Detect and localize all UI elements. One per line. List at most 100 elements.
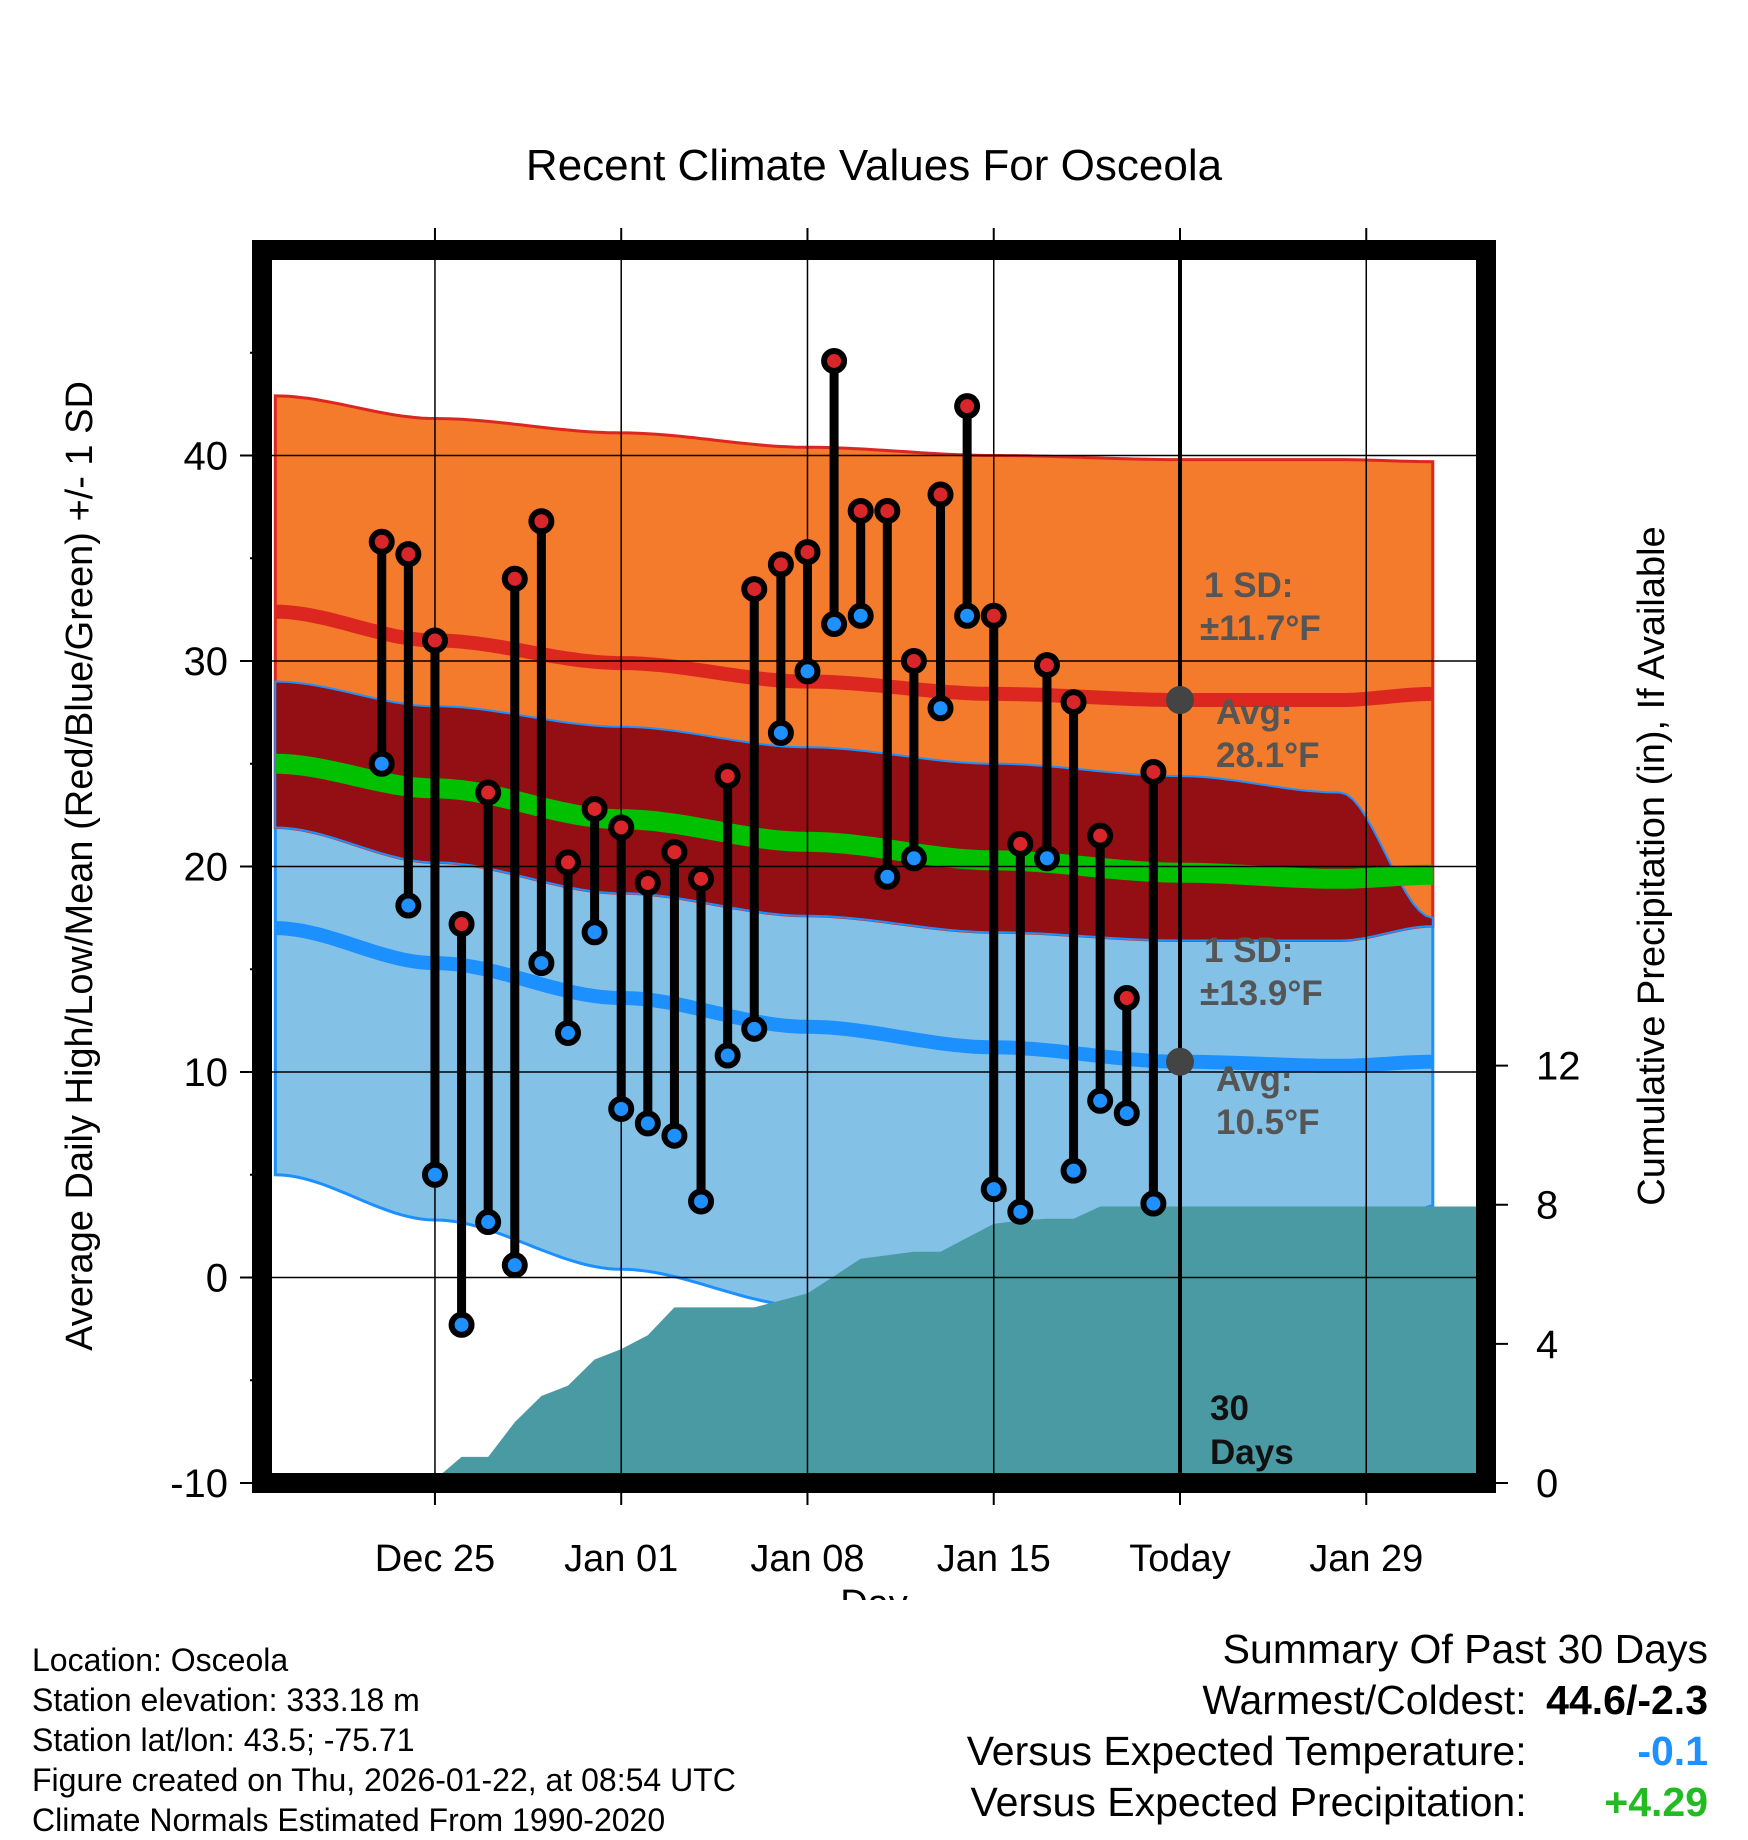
observed-high-point: [821, 347, 848, 374]
summary-precipitation: Versus Expected Precipitation: +4.29: [967, 1777, 1709, 1828]
high-avg-value: 28.1°F: [1216, 736, 1320, 775]
observed-high-point: [581, 795, 608, 822]
observed-high-point: [555, 849, 581, 876]
observed-low-point: [448, 1311, 475, 1338]
y-tick-label: -10: [170, 1462, 228, 1506]
summary-warm-cold: Warmest/Coldest: 44.6/-2.3: [967, 1675, 1708, 1726]
y-tick-label: 30: [184, 640, 229, 684]
observed-high-point: [874, 497, 901, 524]
station-location: Location: Osceola: [32, 1642, 289, 1678]
observed-high-point: [741, 576, 768, 603]
observed-low-point: [927, 695, 954, 722]
observed-high-point: [767, 551, 794, 578]
low-sd-value: ±13.9°F: [1200, 974, 1323, 1013]
observed-high-point: [980, 602, 1007, 629]
observed-low-point: [767, 719, 794, 746]
observed-low-point: [368, 750, 395, 777]
observed-high-point: [501, 565, 528, 592]
today-low-normal-marker: [1166, 1047, 1194, 1076]
y-tick-label: 0: [206, 1257, 228, 1301]
temp-value: -0.1: [1637, 1728, 1708, 1774]
figure-created: Figure created on Thu, 2026-01-22, at 08…: [32, 1762, 736, 1798]
observed-low-point: [1033, 845, 1060, 872]
observed-low-point: [581, 919, 608, 946]
plot-area: [262, 250, 1486, 1483]
summary-panel: Summary Of Past 30 Days Warmest/Coldest:…: [967, 1624, 1708, 1828]
observed-low-point: [821, 611, 848, 638]
y2-tick-label: 0: [1536, 1462, 1558, 1506]
y2-tick-label: 12: [1536, 1045, 1581, 1089]
observed-high-point: [661, 839, 688, 866]
precip-value: +4.29: [1604, 1779, 1708, 1825]
y2-axis-label: Cumulative Precipitation (in), If Availa…: [1631, 526, 1673, 1205]
observed-high-point: [954, 393, 981, 420]
observed-low-point: [1113, 1100, 1140, 1127]
observed-high-point: [634, 869, 661, 896]
window-label-number: 30: [1210, 1389, 1249, 1428]
x-tick-label: Jan 15: [937, 1538, 1051, 1580]
annotations: 1 SD: ±11.7°F Avg: 28.1°F 1 SD: ±13.9°F …: [1200, 566, 1323, 1472]
observed-low-point: [501, 1252, 528, 1279]
high-normal-line: [275, 604, 1433, 707]
observed-high-point: [475, 779, 502, 806]
low-sd-label: 1 SD:: [1204, 931, 1293, 970]
observed-high-point: [421, 627, 448, 654]
observed-low-point: [980, 1176, 1007, 1203]
observed-high-point: [1033, 652, 1060, 679]
observed-high-point: [1113, 985, 1140, 1012]
x-tick-label: Jan 29: [1309, 1538, 1423, 1580]
observed-low-point: [741, 1015, 768, 1042]
observed-low-point: [608, 1095, 635, 1122]
low-avg-value: 10.5°F: [1216, 1103, 1320, 1142]
y2-tick-label: 8: [1536, 1184, 1558, 1228]
observed-high-point: [714, 763, 741, 790]
y-tick-label: 10: [184, 1051, 229, 1095]
observed-high-point: [368, 528, 395, 555]
observed-high-point: [688, 865, 715, 892]
observed-high-point: [1060, 689, 1087, 716]
observed-low-point: [688, 1188, 715, 1215]
warm-cold-label: Warmest/Coldest:: [1202, 1677, 1527, 1723]
low-normal-line: [275, 921, 1433, 1073]
observed-high-point: [847, 497, 874, 524]
observed-low-point: [661, 1122, 688, 1149]
high-sd-label: 1 SD:: [1204, 566, 1293, 605]
observed-high-point: [528, 508, 555, 535]
observed-low-point: [874, 863, 901, 890]
station-info: Location: Osceola Station elevation: 333…: [32, 1640, 736, 1840]
summary-temperature: Versus Expected Temperature: -0.1: [967, 1726, 1708, 1777]
observed-low-point: [528, 950, 555, 977]
observed-low-point: [475, 1209, 502, 1236]
observed-low-point: [714, 1042, 741, 1069]
x-tick-label: Jan 08: [750, 1538, 864, 1580]
x-tick-label: Dec 25: [375, 1538, 495, 1580]
y-tick-label: 20: [184, 846, 229, 890]
observed-low-point: [395, 892, 422, 919]
observed-low-point: [1060, 1157, 1087, 1184]
temp-label: Versus Expected Temperature:: [966, 1728, 1527, 1774]
observed-low-point: [1007, 1198, 1034, 1225]
observed-low-point: [847, 602, 874, 629]
observed-high-point: [794, 539, 821, 566]
climate-chart: Recent Climate Values For Osceola -10 0 10…: [59, 141, 1673, 1600]
today-high-normal-marker: [1166, 686, 1194, 715]
observed-high-point: [1087, 822, 1114, 849]
precip-label: Versus Expected Precipitation:: [970, 1779, 1527, 1825]
x-axis-label: Day: [840, 1583, 908, 1600]
observed-high-point: [927, 481, 954, 508]
high-avg-label: Avg:: [1216, 693, 1292, 732]
mean-normal-line: [275, 753, 1433, 889]
observed-high-point: [608, 814, 635, 841]
precipitation-area: [381, 1206, 1486, 1483]
station-elevation: Station elevation: 333.18 m: [32, 1682, 420, 1718]
observed-high-point: [395, 541, 422, 568]
y2-tick-label: 4: [1536, 1323, 1558, 1367]
observed-high-point: [1140, 758, 1167, 785]
high-sd-value: ±11.7°F: [1200, 609, 1321, 648]
y-axis-label: Average Daily High/Low/Mean (Red/Blue/Gr…: [59, 381, 101, 1351]
low-avg-label: Avg:: [1216, 1060, 1292, 1099]
chart-title: Recent Climate Values For Osceola: [526, 141, 1223, 190]
y-tick-label: 40: [184, 435, 229, 479]
warm-cold-value: 44.6/-2.3: [1546, 1677, 1708, 1723]
observed-low-point: [421, 1161, 448, 1188]
